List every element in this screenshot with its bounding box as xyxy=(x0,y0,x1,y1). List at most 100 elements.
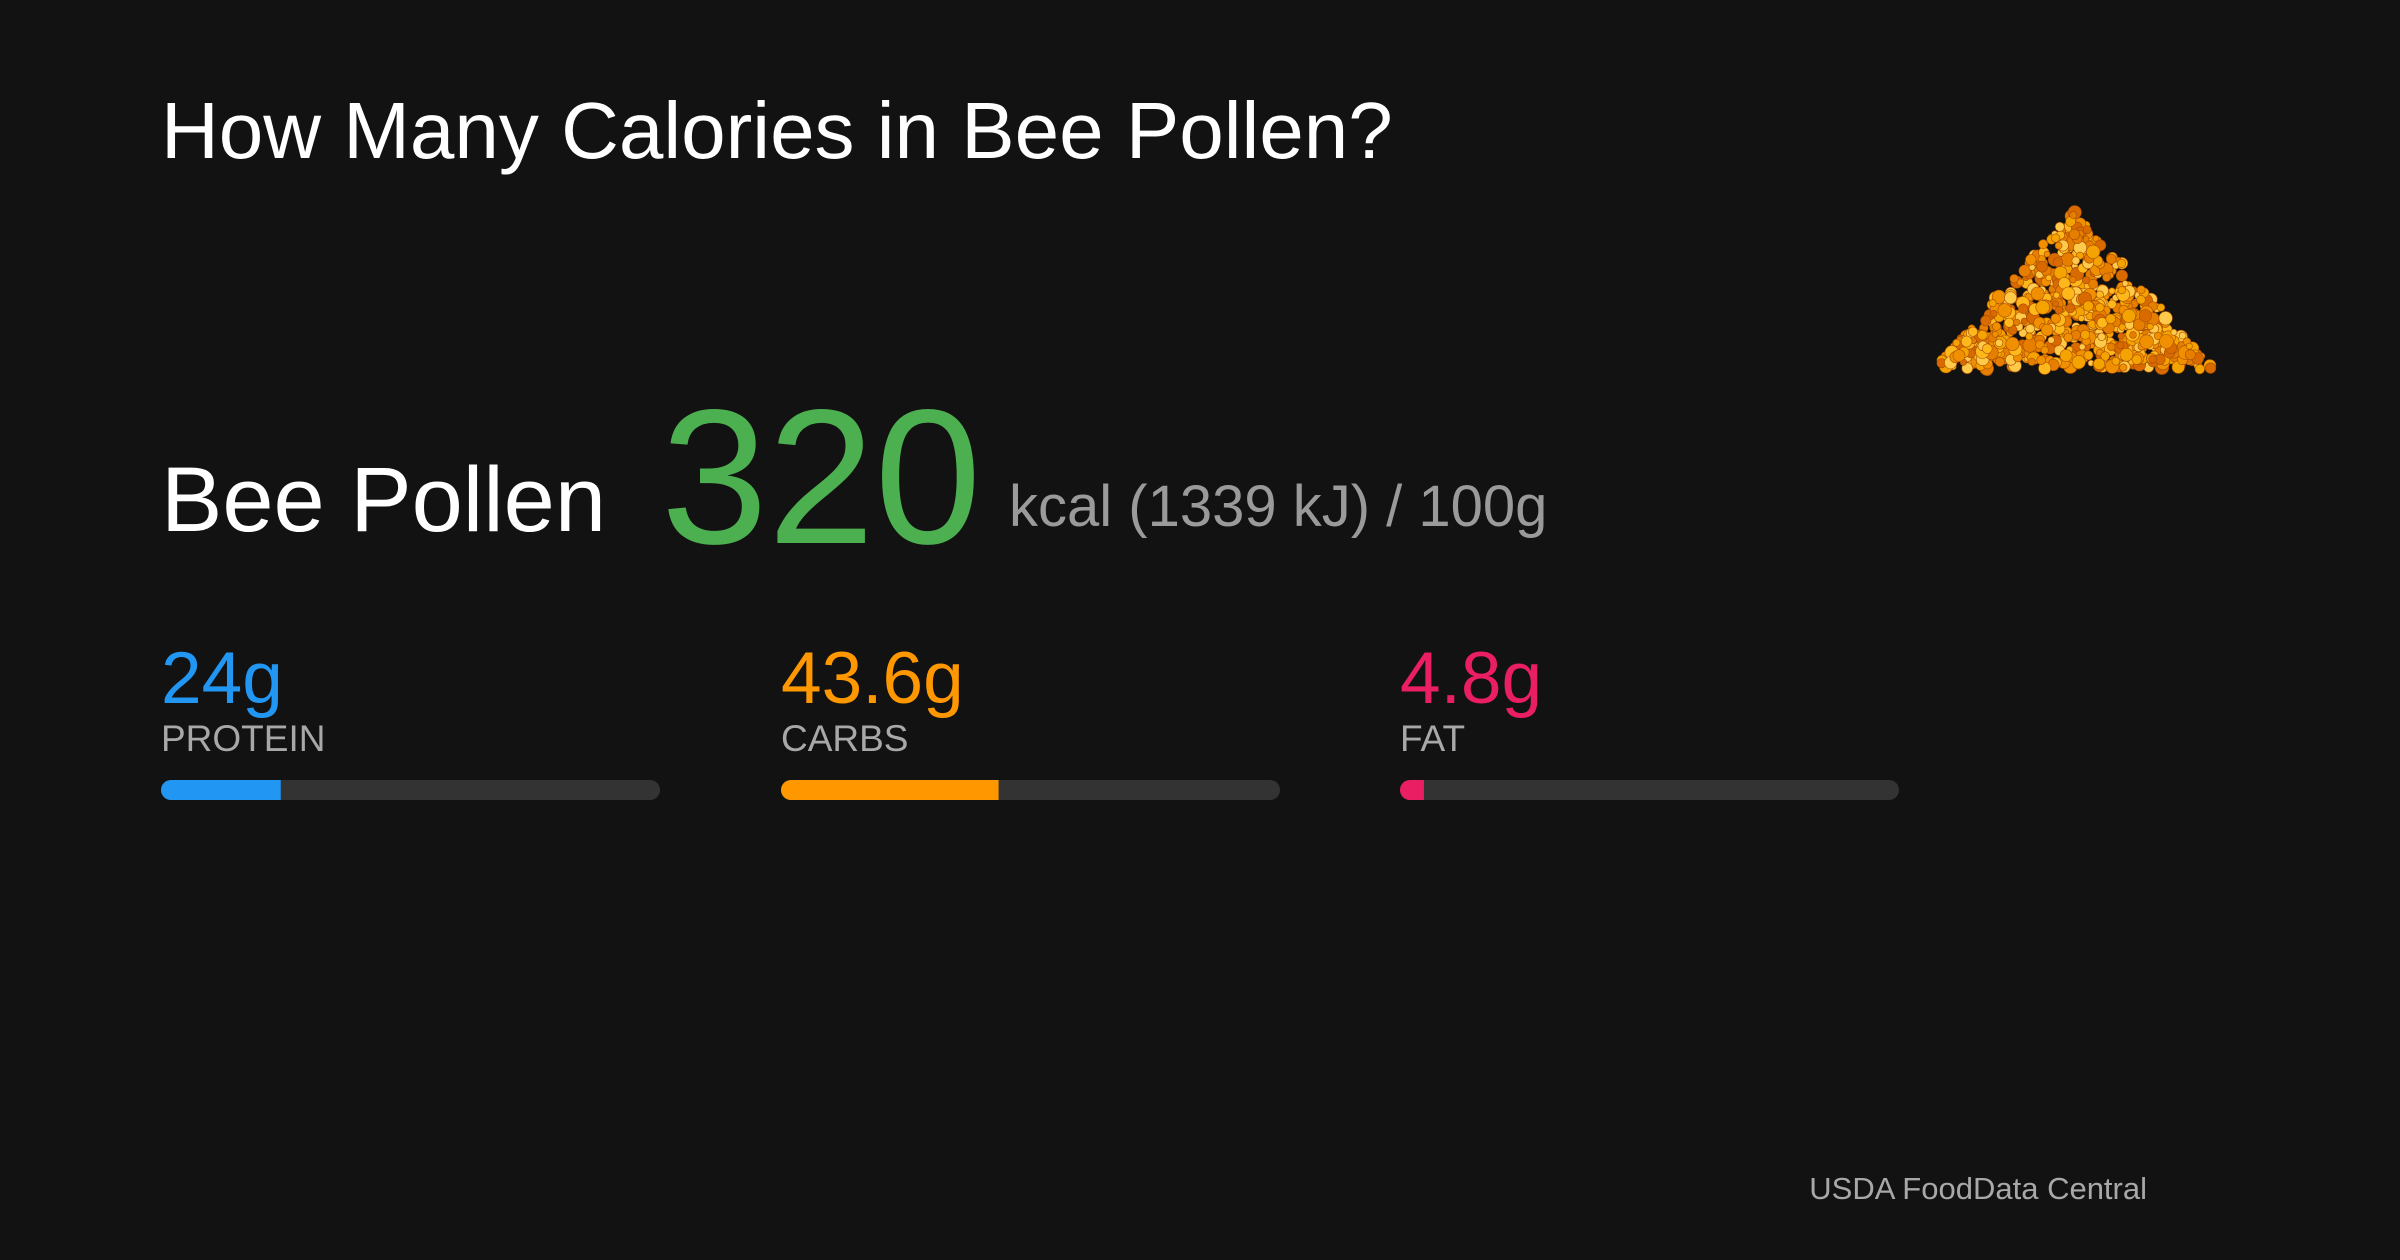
pollen-grain xyxy=(2111,356,2121,366)
pollen-grain xyxy=(2043,250,2051,258)
pollen-grain xyxy=(2129,331,2137,339)
pollen-grain xyxy=(1988,299,1997,307)
pollen-grain xyxy=(2054,241,2063,250)
pollen-grain xyxy=(2119,363,2128,372)
pollen-grain xyxy=(2095,302,2105,313)
pollen-grain xyxy=(2078,343,2086,351)
pollen-grain xyxy=(2013,318,2021,326)
pollen-grain xyxy=(2083,350,2094,361)
pollen-grain xyxy=(1960,335,1973,348)
pollen-grain xyxy=(1952,338,1961,347)
pollen-grain xyxy=(2170,328,2178,336)
pollen-grain xyxy=(2092,235,2100,242)
pollen-grain xyxy=(2088,278,2099,289)
pollen-grain xyxy=(2036,261,2048,273)
pollen-grain xyxy=(2107,342,2116,351)
pollen-grain xyxy=(2131,354,2143,365)
bar xyxy=(781,780,999,800)
pollen-grain xyxy=(2133,318,2146,331)
pollen-grain xyxy=(2116,258,2127,269)
pollen-grain xyxy=(2038,239,2049,250)
pollen-grain xyxy=(2118,323,2126,331)
pollen-grain xyxy=(2148,355,2157,364)
pollen-grain xyxy=(2105,313,2116,325)
pollen-grain xyxy=(1977,329,1988,341)
bar xyxy=(1400,780,1424,800)
pollen-grain xyxy=(2040,323,2054,337)
pollen-grain xyxy=(2054,306,2064,315)
pollen-grain xyxy=(2178,331,2187,340)
macro-value: 24g xyxy=(161,638,283,719)
pollen-grain xyxy=(2077,314,2085,322)
pollen-grain xyxy=(2138,309,2152,323)
pollen-grain xyxy=(2051,233,2061,243)
pollen-grain xyxy=(2065,303,2076,314)
pollen-illustration xyxy=(1936,205,2217,377)
pollen-grain xyxy=(2071,355,2086,370)
bar-track xyxy=(1400,780,1899,800)
pollen-grain xyxy=(1991,330,1999,338)
pollen-grain xyxy=(2020,317,2028,325)
pollen-grain xyxy=(2115,269,2128,282)
pollen-grain xyxy=(2086,244,2101,259)
pollen-grain xyxy=(2045,274,2053,282)
bar xyxy=(161,780,281,800)
pollen-grain xyxy=(1992,321,2001,331)
macro-name: CARBS xyxy=(781,718,908,759)
pollen-grain xyxy=(2082,225,2092,234)
pollen-grain xyxy=(2030,286,2045,301)
bar-track xyxy=(161,780,660,800)
pollen-grain xyxy=(2194,364,2205,375)
title: How Many Calories in Bee Pollen? xyxy=(161,86,1393,175)
pollen-grain xyxy=(2117,286,2126,295)
pollen-grain xyxy=(2139,334,2154,349)
pollen-grain xyxy=(2107,299,2117,309)
pollen-grain xyxy=(2025,254,2037,266)
macro-value: 43.6g xyxy=(781,638,964,719)
pollen-grain xyxy=(2116,341,2125,350)
pollen-grain xyxy=(2146,323,2154,330)
pollen-grain xyxy=(1980,315,1992,327)
pollen-grain xyxy=(2022,337,2038,353)
pollen-grain xyxy=(2121,280,2129,287)
macro-name: FAT xyxy=(1400,718,1465,759)
pollen-grain xyxy=(2069,211,2077,219)
pollen-grain xyxy=(2097,332,2106,341)
pollen-grain xyxy=(2059,349,2073,362)
pollen-grain xyxy=(2004,317,2015,328)
pollen-grain xyxy=(2156,303,2166,312)
pollen-grain xyxy=(2102,272,2112,282)
macro-name: PROTEIN xyxy=(161,718,325,759)
pollen-grain xyxy=(2063,332,2074,343)
pollen-grain xyxy=(2035,300,2050,315)
pollen-grain xyxy=(2100,351,2110,361)
pollen-grain xyxy=(2082,300,2094,312)
pollen-grain xyxy=(2047,336,2055,344)
pollen-grain xyxy=(2136,295,2146,305)
pollen-grain xyxy=(2040,346,2049,355)
pollen-grain xyxy=(2136,285,2146,295)
pollen-grain xyxy=(1967,326,1978,337)
pollen-grain xyxy=(2050,313,2061,324)
pollen-grain xyxy=(1952,349,1966,362)
calories-unit: kcal (1339 kJ) / 100g xyxy=(1009,474,1547,539)
pollen-grain xyxy=(2095,290,2104,299)
pollen-grain xyxy=(2061,286,2076,301)
macro-value: 4.8g xyxy=(1400,638,1542,719)
pollen-grain xyxy=(2080,329,2091,340)
pollen-grain xyxy=(2018,328,2028,338)
pollen-grain xyxy=(2121,308,2136,323)
pollen-grain xyxy=(2106,253,2117,265)
pollen-grain xyxy=(2052,300,2059,307)
pollen-grain xyxy=(1982,343,1993,354)
pollen-grain xyxy=(2119,347,2134,362)
food-name: Bee Pollen xyxy=(161,449,606,551)
pollen-grain xyxy=(2027,357,2036,366)
pollen-grain xyxy=(2069,276,2077,284)
pollen-grain xyxy=(1997,303,2012,318)
pollen-grain xyxy=(2025,332,2034,341)
